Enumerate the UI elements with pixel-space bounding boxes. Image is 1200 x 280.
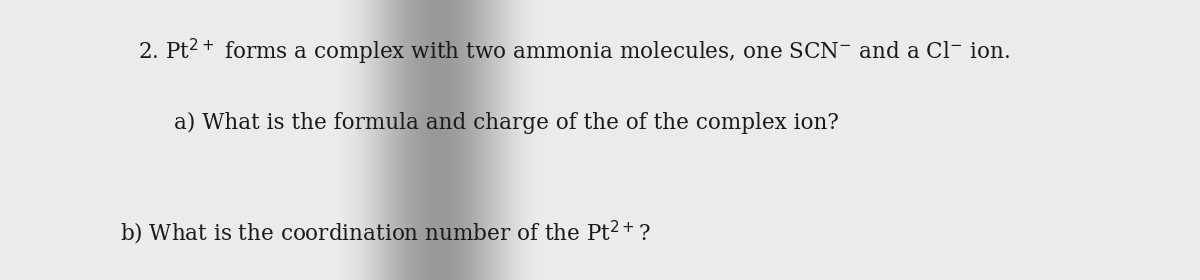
Text: b) What is the coordination number of the Pt$^{2+}$?: b) What is the coordination number of th… — [120, 218, 650, 247]
Text: 2. Pt$^{2+}$ forms a complex with two ammonia molecules, one SCN$^{-}$ and a Cl$: 2. Pt$^{2+}$ forms a complex with two am… — [138, 36, 1010, 67]
Text: a) What is the formula and charge of the of the complex ion?: a) What is the formula and charge of the… — [174, 112, 839, 134]
